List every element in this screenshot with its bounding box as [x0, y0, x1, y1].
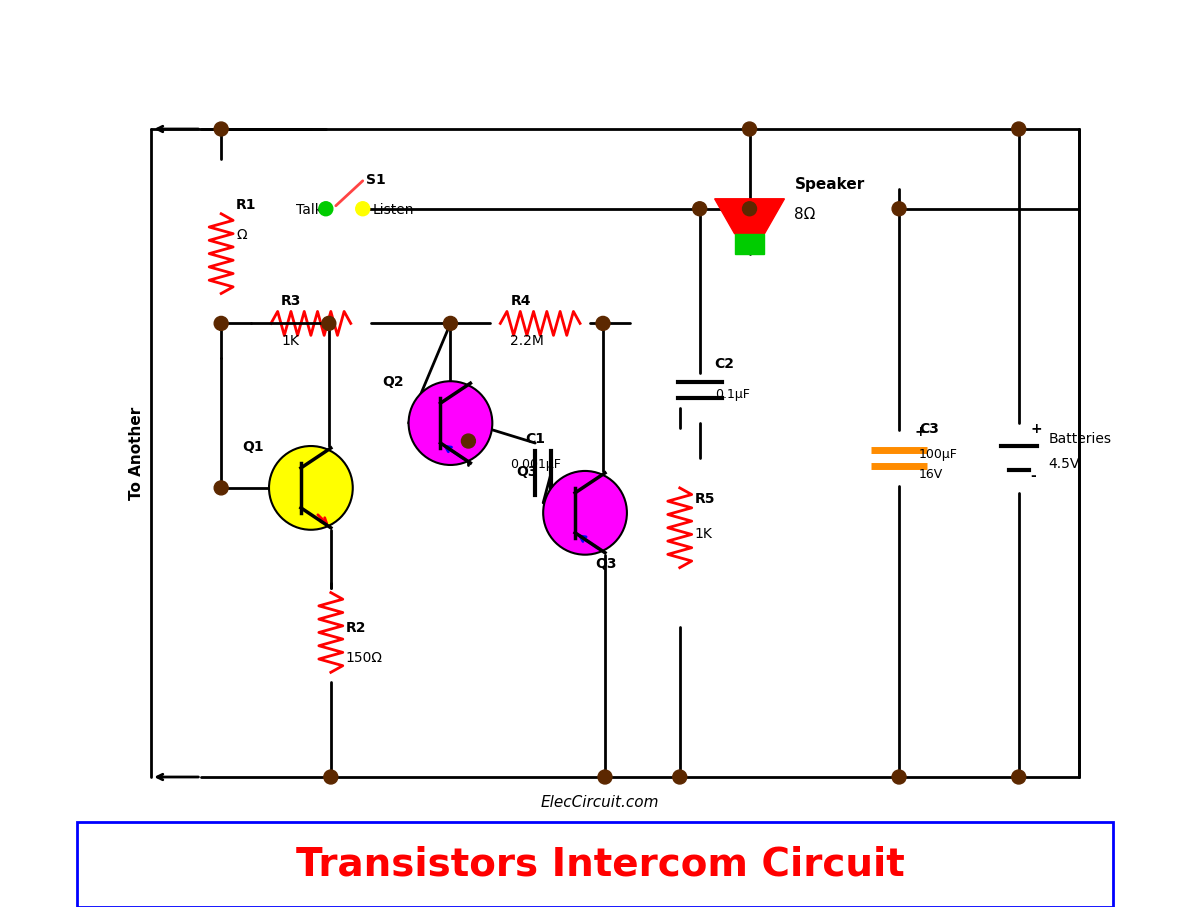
Circle shape	[322, 316, 336, 331]
Circle shape	[408, 381, 492, 465]
Circle shape	[743, 122, 756, 136]
Text: R1: R1	[236, 198, 257, 212]
Polygon shape	[715, 199, 785, 233]
Text: 1K: 1K	[281, 334, 299, 349]
Circle shape	[892, 202, 906, 216]
Circle shape	[214, 481, 228, 495]
Text: 0.001μF: 0.001μF	[510, 458, 562, 471]
Text: Listen: Listen	[373, 202, 414, 217]
Text: -: -	[1031, 469, 1037, 483]
Circle shape	[444, 316, 457, 331]
Text: 0.1μF: 0.1μF	[715, 389, 750, 401]
Circle shape	[214, 122, 228, 136]
Text: Talk: Talk	[296, 202, 323, 217]
Circle shape	[1012, 770, 1026, 784]
Text: R4: R4	[510, 294, 530, 309]
Text: Transistors Intercom Circuit: Transistors Intercom Circuit	[295, 845, 905, 883]
Text: R2: R2	[346, 621, 366, 636]
Circle shape	[673, 770, 686, 784]
Circle shape	[1012, 122, 1026, 136]
Circle shape	[324, 770, 338, 784]
Text: +: +	[914, 425, 925, 439]
Circle shape	[214, 316, 228, 331]
Circle shape	[598, 770, 612, 784]
Text: To Another: To Another	[128, 407, 144, 499]
Text: 100μF: 100μF	[919, 448, 958, 461]
Text: Q1: Q1	[242, 440, 264, 454]
Circle shape	[892, 770, 906, 784]
Circle shape	[692, 202, 707, 216]
Text: Q3: Q3	[517, 465, 538, 479]
Text: C3: C3	[919, 422, 938, 436]
Text: R3: R3	[281, 294, 301, 309]
Text: S1: S1	[366, 173, 385, 187]
Bar	[734, 233, 764, 253]
Text: 8Ω: 8Ω	[794, 207, 816, 222]
Circle shape	[596, 316, 610, 331]
Circle shape	[269, 446, 353, 529]
Text: C1: C1	[526, 432, 545, 446]
Circle shape	[544, 471, 626, 555]
Text: +: +	[1031, 422, 1043, 436]
Text: C2: C2	[715, 357, 734, 371]
FancyBboxPatch shape	[77, 822, 1114, 906]
Circle shape	[743, 202, 756, 216]
Text: Q3: Q3	[595, 557, 617, 570]
Text: 1K: 1K	[695, 527, 713, 541]
Text: Speaker: Speaker	[794, 177, 865, 192]
Text: Batteries: Batteries	[1049, 432, 1111, 446]
Text: Q2: Q2	[382, 375, 403, 390]
Circle shape	[355, 202, 370, 216]
Text: 2.2M: 2.2M	[510, 334, 544, 349]
Text: 16V: 16V	[919, 468, 943, 481]
Circle shape	[319, 202, 332, 216]
Text: 4.5V: 4.5V	[1049, 457, 1080, 471]
Text: R5: R5	[695, 492, 715, 506]
Text: 150Ω: 150Ω	[346, 651, 383, 666]
Circle shape	[462, 434, 475, 448]
Text: ElecCircuit.com: ElecCircuit.com	[541, 794, 659, 810]
Text: Ω: Ω	[236, 228, 247, 242]
